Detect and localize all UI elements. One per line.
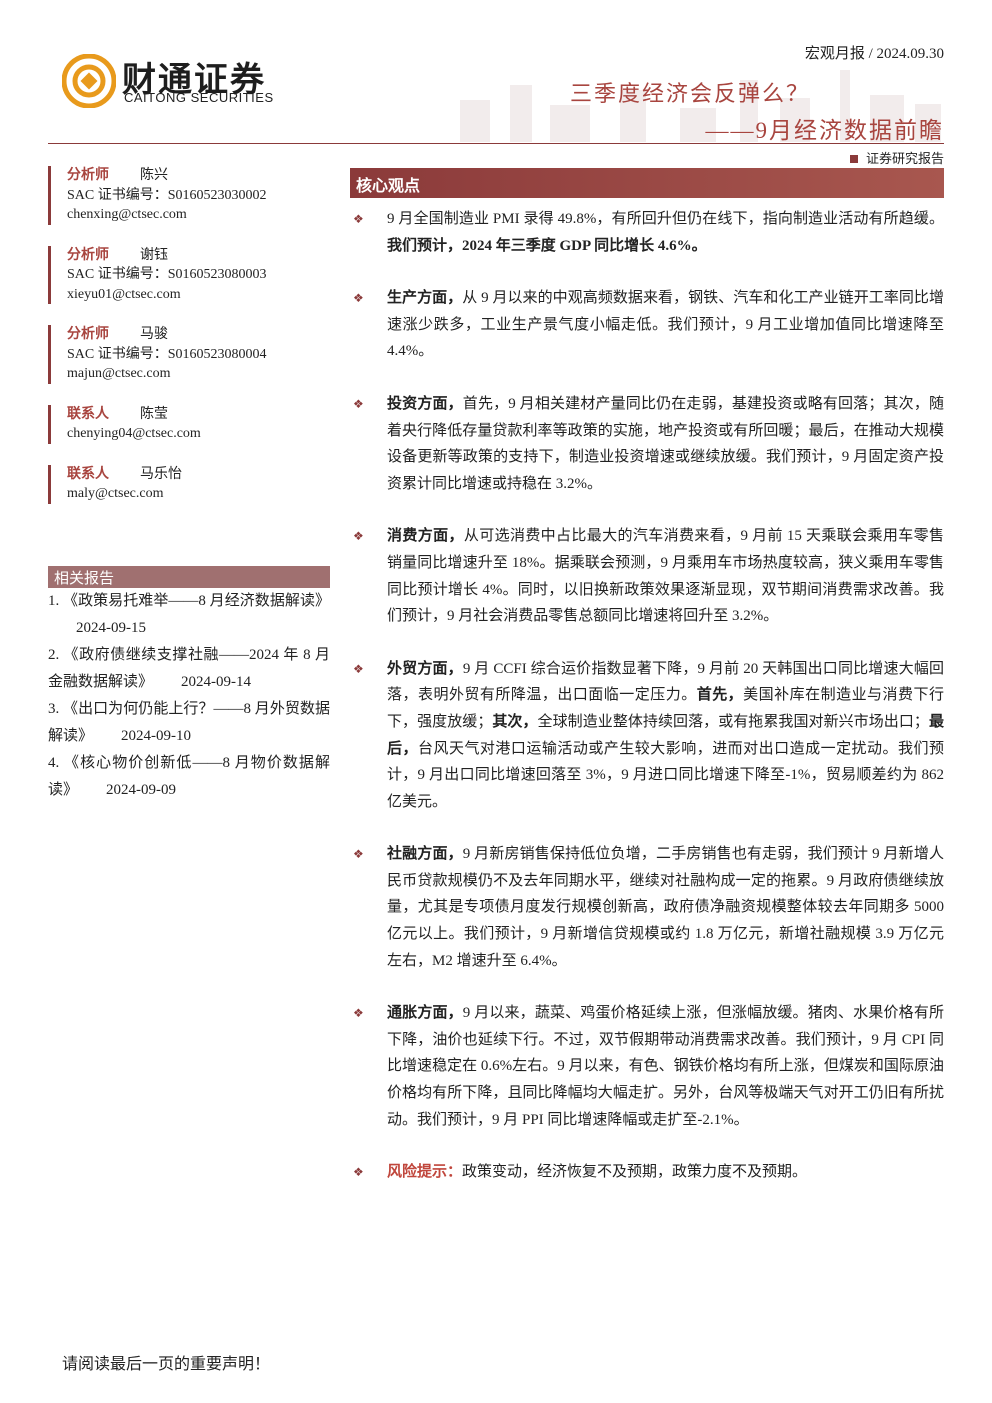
analyst-role: 联系人 bbox=[67, 466, 109, 482]
analyst-role: 联系人 bbox=[67, 406, 109, 422]
key-point: ❖ 风险提示：政策变动，经济恢复不及预期，政策力度不及预期。 bbox=[350, 1159, 944, 1186]
analyst-cert: SAC 证书编号：S0160523080003 bbox=[67, 267, 267, 282]
analyst-email: chenying04@ctsec.com bbox=[67, 426, 201, 441]
key-point: ❖ 社融方面，9 月新房销售保持低位负增，二手房销售也有走弱，我们预计 9 月新增… bbox=[350, 841, 944, 974]
related-heading: 相关报告 bbox=[48, 565, 330, 588]
analyst-row: 分析师 陈兴 bbox=[67, 166, 330, 186]
analyst-name: 马乐怡 bbox=[140, 466, 182, 482]
bullet-icon: ❖ bbox=[353, 1006, 364, 1021]
bullet-icon: ❖ bbox=[353, 661, 364, 676]
core-heading: 核心观点 bbox=[350, 168, 944, 198]
analyst-name: 马骏 bbox=[140, 327, 168, 342]
analyst-name: 谢钰 bbox=[140, 247, 168, 263]
point-text: 通胀方面， bbox=[387, 1005, 463, 1022]
logo-icon bbox=[62, 54, 116, 108]
related-date: 2024-09-14 bbox=[181, 673, 252, 690]
bullet-icon: ❖ bbox=[353, 1165, 364, 1180]
point-text: 美国补库在制造业与消费下行下，强度放缓； bbox=[387, 687, 944, 730]
point-text: 其次， bbox=[492, 713, 538, 730]
point-text: 首先， bbox=[696, 687, 744, 704]
point-text: 风险提示： bbox=[387, 1164, 463, 1181]
bullet-icon: ❖ bbox=[353, 212, 364, 226]
point-text: 全球制造业整体持续回落，或有拖累我国对新兴市场出口； bbox=[537, 713, 929, 730]
logo-text: 财通证券 bbox=[122, 60, 266, 100]
analyst-row: 分析师 马骏 bbox=[67, 325, 330, 345]
core-views: 核心观点 ❖ 9 月全国制造业 PMI 录得 49.8%，有所回升但仍在线下，指向制… bbox=[350, 168, 944, 1212]
report-subtitle: ——9月经济数据前瞻 bbox=[705, 118, 944, 143]
analyst-name: 陈兴 bbox=[140, 168, 168, 183]
analyst-email: majun@ctsec.com bbox=[67, 366, 171, 381]
analyst-card: 分析师 谢钰 SAC 证书编号：S0160523080003 xieyu01@ctse… bbox=[48, 245, 330, 304]
key-point: ❖ 生产方面，从 9 月以来的中观高频数据来看，钢铁、汽车和化工产业链开工率同比增… bbox=[350, 285, 944, 365]
analyst-row: 联系人 马乐怡 bbox=[67, 465, 330, 485]
sidebar: 分析师 陈兴 SAC 证书编号：S0160523030002 chenxing@cts… bbox=[48, 166, 330, 804]
report-title: 三季度经济会反弹么？ bbox=[569, 81, 810, 106]
related-date: 2024-09-09 bbox=[106, 781, 177, 798]
related-date: 2024-09-15 bbox=[76, 619, 146, 636]
related-item: 2. 《政府债继续支撑社融——2024 年 8 月金融数据解读》 2024-09-… bbox=[48, 642, 330, 696]
analyst-card: 分析师 陈兴 SAC 证书编号：S0160523030002 chenxing@cts… bbox=[48, 166, 330, 225]
related-title: 4. 《核心物价创新低——8 月物价数据解读》 bbox=[48, 754, 330, 798]
point-text: 生产方面， bbox=[387, 290, 463, 307]
analyst-row: 分析师 谢钰 bbox=[67, 246, 330, 266]
analyst-email: chenxing@ctsec.com bbox=[67, 207, 187, 222]
analyst-card: 分析师 马骏 SAC 证书编号：S0160523080004 majun@ctsec.… bbox=[48, 325, 330, 384]
analyst-cert: SAC 证书编号：S0160523030002 bbox=[67, 187, 267, 203]
key-point: ❖ 外贸方面，9 月 CCFI 综合运价指数显著下降，9 月前 20 天韩国出口同… bbox=[350, 656, 944, 816]
point-text: 9 月全国制造业 PMI 录得 49.8%，有所回升但仍在线下，指向制造业活动有… bbox=[387, 211, 944, 227]
bullet-icon: ❖ bbox=[353, 396, 364, 411]
bullet-icon: ❖ bbox=[353, 529, 364, 544]
key-point: ❖ 消费方面，从可选消费中占比最大的汽车消费来看，9 月前 15 天乘联会乘用车零… bbox=[350, 523, 944, 629]
point-text: 社融方面， bbox=[387, 846, 463, 863]
analyst-row: 联系人 陈莹 bbox=[67, 405, 330, 425]
related-title: 1. 《政策易托难举——8 月经济数据解读》 bbox=[48, 592, 330, 609]
point-text: 从 9 月以来的中观高频数据来看，钢铁、汽车和化工产业链开工率同比增速涨少跌多，… bbox=[387, 290, 944, 360]
analyst-role: 分析师 bbox=[67, 247, 109, 263]
bullet-icon: ❖ bbox=[353, 291, 364, 306]
point-text: 政策变动，经济恢复不及预期，政策力度不及预期。 bbox=[462, 1164, 808, 1181]
point-text: 消费方面， bbox=[387, 528, 464, 545]
point-text: 从可选消费中占比最大的汽车消费来看，9 月前 15 天乘联会乘用车零售销量同比增… bbox=[387, 528, 944, 625]
point-text: 最后， bbox=[387, 713, 944, 757]
point-text: 投资方面， bbox=[387, 395, 463, 412]
report-type: 宏观月报 / 2024.09.30 bbox=[804, 46, 944, 62]
related-date: 2024-09-10 bbox=[121, 727, 192, 744]
header-rule bbox=[48, 143, 944, 144]
related-title: 2. 《政府债继续支撑社融——2024 年 8 月金融数据解读》 bbox=[48, 646, 330, 690]
analyst-email: xieyu01@ctsec.com bbox=[67, 286, 181, 302]
point-text: 我们预计，2024 年三季度 GDP 同比增长 4.6%。 bbox=[387, 237, 707, 254]
analyst-cert: SAC 证书编号：S0160523080004 bbox=[67, 346, 267, 362]
report-tag: 证券研究报告 bbox=[850, 148, 944, 167]
analyst-card: 联系人 陈莹 chenying04@ctsec.com bbox=[48, 404, 330, 444]
point-text: 9 月以来，蔬菜、鸡蛋价格延续上涨，但涨幅放缓。猪肉、水果价格有所下降，油价也延… bbox=[387, 1005, 944, 1128]
analyst-card: 联系人 马乐怡 maly@ctsec.com bbox=[48, 464, 330, 504]
point-text: 首先，9 月相关建材产量同比仍在走弱，基建投资或略有回落；其次，随着央行降低存量… bbox=[387, 395, 944, 492]
logo-english: CAITONG SECURITIES bbox=[124, 90, 274, 105]
analyst-email: maly@ctsec.com bbox=[67, 486, 164, 501]
analyst-role: 分析师 bbox=[67, 168, 109, 183]
point-text: 台风天气对港口运输活动或产生较大影响，进而对出口造成一定扰动。我们预计，9 月出… bbox=[387, 740, 944, 810]
skyline-decoration bbox=[460, 70, 941, 142]
related-title: 3. 《出口为何仍能上行？——8 月外贸数据解读》 bbox=[48, 700, 330, 744]
analyst-role: 分析师 bbox=[67, 327, 109, 342]
point-text: 9 月 CCFI 综合运价指数显著下降，9 月前 20 天韩国出口同比增速大幅回… bbox=[387, 660, 944, 704]
footer-notice: 请阅读最后一页的重要声明！ bbox=[62, 1356, 271, 1373]
bullet-icon: ❖ bbox=[353, 847, 364, 862]
key-point: ❖ 9 月全国制造业 PMI 录得 49.8%，有所回升但仍在线下，指向制造业活动… bbox=[350, 206, 944, 259]
analyst-name: 陈莹 bbox=[140, 406, 168, 422]
point-text: 9 月新房销售保持低位负增，二手房销售也有走弱，我们预计 9 月新增人民币贷款规… bbox=[387, 846, 944, 969]
related-item: 1. 《政策易托难举——8 月经济数据解读》 2024-09-15 bbox=[48, 588, 330, 642]
related-item: 3. 《出口为何仍能上行？——8 月外贸数据解读》 2024-09-10 bbox=[48, 696, 330, 750]
key-point: ❖ 投资方面，首先，9 月相关建材产量同比仍在走弱，基建投资或略有回落；其次，随着… bbox=[350, 391, 944, 497]
point-text: 外贸方面， bbox=[387, 660, 463, 677]
key-point: ❖ 通胀方面，9 月以来，蔬菜、鸡蛋价格延续上涨，但涨幅放缓。猪肉、水果价格有所下… bbox=[350, 1000, 944, 1133]
related-item: 4. 《核心物价创新低——8 月物价数据解读》 2024-09-09 bbox=[48, 750, 330, 804]
